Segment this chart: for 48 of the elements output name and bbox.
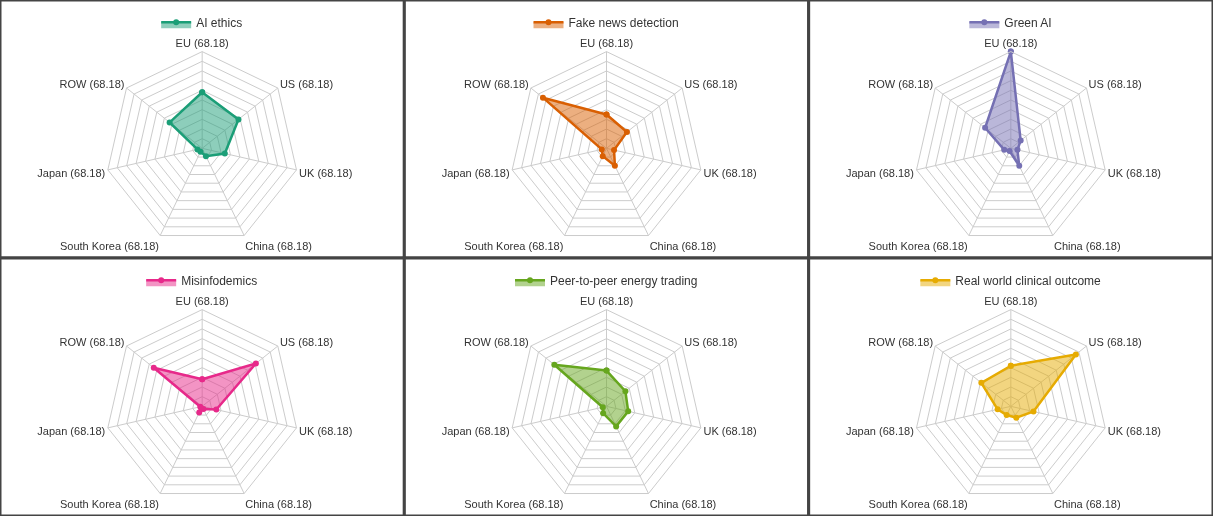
legend-label: Misinfodemics bbox=[181, 273, 258, 288]
spoke-label: ROW (68.18) bbox=[463, 77, 529, 90]
spoke-label: UK (68.18) bbox=[1107, 166, 1161, 179]
spoke-label: China (68.18) bbox=[1053, 497, 1121, 510]
spoke-label: EU (68.18) bbox=[984, 36, 1038, 49]
spoke-label: Japan (68.18) bbox=[37, 166, 106, 179]
spoke-label: Japan (68.18) bbox=[845, 424, 914, 437]
spoke-label: US (68.18) bbox=[279, 335, 334, 348]
spoke-label: South Korea (68.18) bbox=[868, 239, 968, 252]
spoke-label: EU (68.18) bbox=[984, 294, 1038, 307]
spoke-label: UK (68.18) bbox=[1107, 424, 1161, 437]
legend-label: AI ethics bbox=[196, 15, 243, 30]
spoke-label: South Korea (68.18) bbox=[59, 239, 160, 252]
spoke-label: UK (68.18) bbox=[703, 424, 757, 437]
spoke-label: EU (68.18) bbox=[175, 294, 229, 307]
spoke-label: ROW (68.18) bbox=[463, 335, 529, 348]
spoke-label: UK (68.18) bbox=[299, 166, 353, 179]
spoke-label: China (68.18) bbox=[649, 239, 717, 252]
legend-label: Real world clinical outcome bbox=[955, 273, 1102, 288]
spoke-label: EU (68.18) bbox=[175, 36, 229, 49]
spoke-label: Japan (68.18) bbox=[441, 166, 510, 179]
spoke-label: US (68.18) bbox=[684, 335, 738, 348]
spoke-label: EU (68.18) bbox=[579, 36, 634, 49]
spoke-label: China (68.18) bbox=[649, 497, 717, 510]
spoke-label: Japan (68.18) bbox=[37, 424, 106, 437]
spoke-label: US (68.18) bbox=[279, 77, 334, 90]
spoke-label: US (68.18) bbox=[1088, 335, 1142, 348]
spoke-label: ROW (68.18) bbox=[868, 335, 934, 348]
spoke-label: South Korea (68.18) bbox=[868, 497, 968, 510]
spoke-label: South Korea (68.18) bbox=[464, 497, 564, 510]
spoke-label: South Korea (68.18) bbox=[59, 497, 160, 510]
spoke-label: China (68.18) bbox=[245, 497, 312, 510]
spoke-label: US (68.18) bbox=[684, 77, 738, 90]
spoke-label: China (68.18) bbox=[245, 239, 312, 252]
spoke-label: ROW (68.18) bbox=[868, 77, 934, 90]
legend-label: Fake news detection bbox=[568, 15, 679, 30]
legend-label: Peer-to-peer energy trading bbox=[550, 273, 698, 288]
spoke-label: Japan (68.18) bbox=[441, 424, 510, 437]
spoke-label: UK (68.18) bbox=[703, 166, 757, 179]
legend-label: Green AI bbox=[1004, 15, 1052, 30]
spoke-label: South Korea (68.18) bbox=[464, 239, 564, 252]
spoke-label: UK (68.18) bbox=[299, 424, 353, 437]
spoke-label: US (68.18) bbox=[1088, 77, 1142, 90]
spoke-label: China (68.18) bbox=[1053, 239, 1121, 252]
spoke-label: Japan (68.18) bbox=[845, 166, 914, 179]
spoke-label: ROW (68.18) bbox=[59, 77, 125, 90]
spoke-label: ROW (68.18) bbox=[59, 335, 125, 348]
spoke-label: EU (68.18) bbox=[579, 294, 634, 307]
